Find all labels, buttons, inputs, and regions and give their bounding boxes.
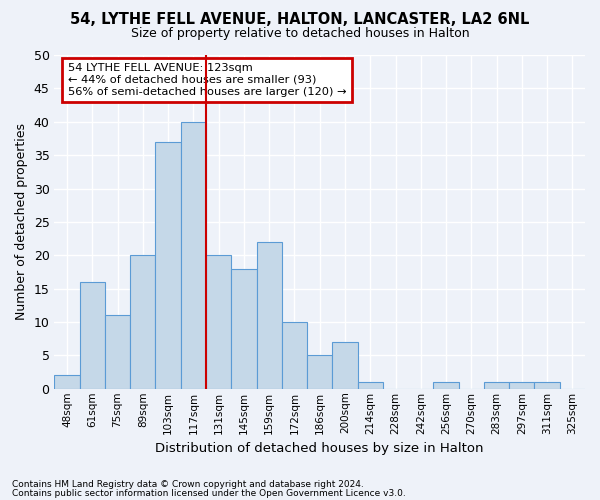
X-axis label: Distribution of detached houses by size in Halton: Distribution of detached houses by size … (155, 442, 484, 455)
Text: Size of property relative to detached houses in Halton: Size of property relative to detached ho… (131, 28, 469, 40)
Bar (332, 342, 358, 389)
Bar (484, 382, 509, 389)
Bar (535, 382, 560, 389)
Text: Contains public sector information licensed under the Open Government Licence v3: Contains public sector information licen… (12, 489, 406, 498)
Text: 54, LYTHE FELL AVENUE, HALTON, LANCASTER, LA2 6NL: 54, LYTHE FELL AVENUE, HALTON, LANCASTER… (70, 12, 530, 28)
Bar (55, 376, 80, 389)
Y-axis label: Number of detached properties: Number of detached properties (15, 124, 28, 320)
Bar (155, 142, 181, 389)
Bar (358, 382, 383, 389)
Bar (206, 256, 231, 389)
Bar (307, 356, 332, 389)
Bar (433, 382, 458, 389)
Bar (257, 242, 282, 389)
Bar (130, 256, 155, 389)
Bar (105, 316, 130, 389)
Bar (231, 268, 257, 389)
Bar (181, 122, 206, 389)
Text: 54 LYTHE FELL AVENUE: 123sqm
← 44% of detached houses are smaller (93)
56% of se: 54 LYTHE FELL AVENUE: 123sqm ← 44% of de… (68, 64, 346, 96)
Text: Contains HM Land Registry data © Crown copyright and database right 2024.: Contains HM Land Registry data © Crown c… (12, 480, 364, 489)
Bar (282, 322, 307, 389)
Bar (80, 282, 105, 389)
Bar (509, 382, 535, 389)
